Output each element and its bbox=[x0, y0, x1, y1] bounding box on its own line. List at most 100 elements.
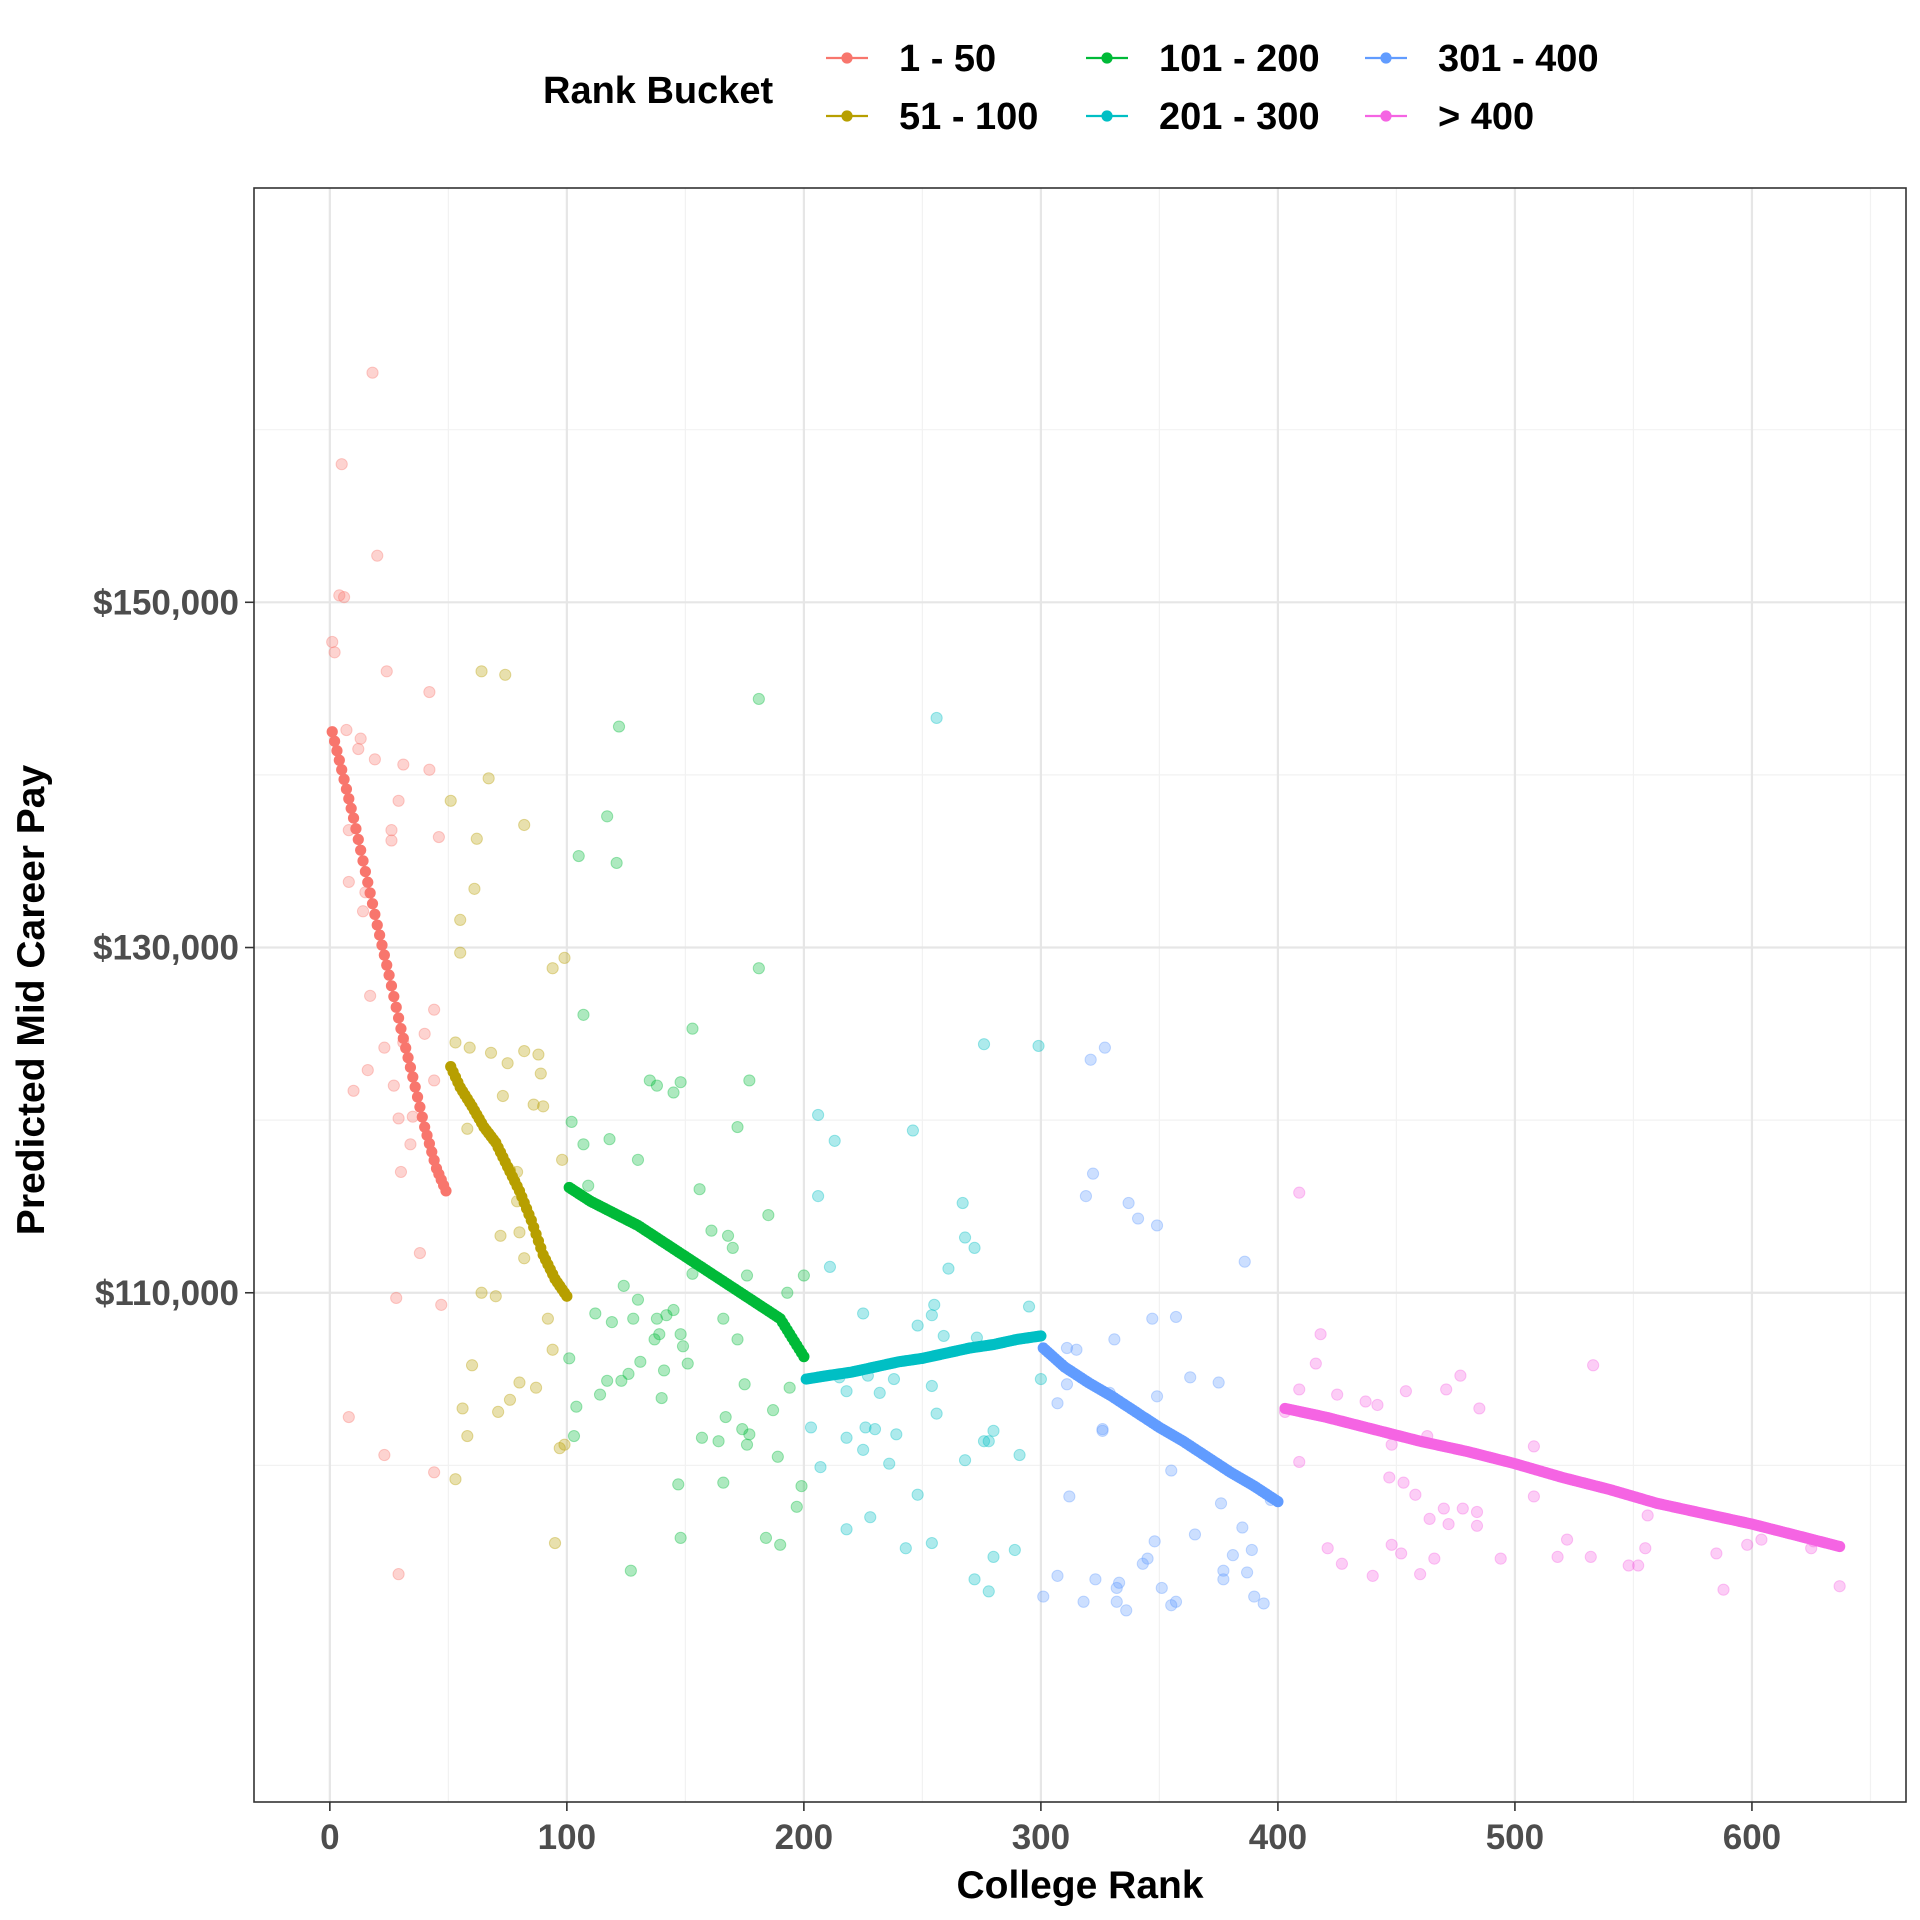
scatter-point bbox=[1717, 1583, 1730, 1596]
scatter-point bbox=[589, 1307, 602, 1320]
scatter-point bbox=[392, 1112, 405, 1125]
scatter-point bbox=[956, 1196, 969, 1210]
scatter-point bbox=[432, 830, 445, 844]
scatter-point bbox=[631, 1293, 645, 1306]
scatter-point bbox=[1086, 1167, 1100, 1180]
scatter-point bbox=[572, 849, 585, 863]
scatter-point bbox=[1414, 1568, 1427, 1581]
scatter-point bbox=[513, 1376, 526, 1389]
scatter-point bbox=[468, 882, 481, 895]
scatter-point bbox=[1165, 1464, 1178, 1477]
scatter-point bbox=[558, 951, 571, 964]
scatter-point bbox=[1331, 1388, 1344, 1401]
scatter-point bbox=[1217, 1564, 1230, 1577]
scatter-point bbox=[1641, 1509, 1654, 1522]
scatter-point bbox=[444, 794, 457, 807]
scatter-point bbox=[601, 1374, 614, 1387]
legend-label: 301 - 400 bbox=[1438, 38, 1599, 80]
scatter-point bbox=[942, 1262, 955, 1275]
scatter-point bbox=[762, 1208, 775, 1222]
scatter-point bbox=[740, 1438, 754, 1451]
scatter-point bbox=[385, 834, 398, 847]
trend-point bbox=[350, 823, 362, 835]
scatter-point bbox=[672, 1478, 685, 1491]
scatter-point bbox=[1037, 1590, 1050, 1603]
scatter-point bbox=[397, 758, 410, 771]
trend-point bbox=[326, 726, 338, 738]
trend-point bbox=[338, 773, 350, 785]
scatter-point bbox=[1560, 1533, 1574, 1546]
scatter-point bbox=[1639, 1542, 1652, 1555]
scatter-point bbox=[657, 1364, 671, 1377]
trend-point bbox=[392, 1012, 405, 1024]
scatter-point bbox=[371, 549, 384, 562]
scatter-point bbox=[1470, 1505, 1484, 1519]
scatter-point bbox=[503, 1393, 517, 1406]
scatter-point bbox=[428, 1466, 441, 1479]
scatter-point bbox=[380, 665, 393, 678]
x-tick-label: 200 bbox=[775, 1818, 833, 1857]
scatter-point bbox=[610, 856, 623, 870]
y-tick-label: $110,000 bbox=[95, 1274, 239, 1313]
scatter-point bbox=[752, 962, 765, 975]
scatter-point bbox=[958, 1454, 972, 1467]
scatter-point bbox=[650, 1079, 664, 1092]
scatter-point bbox=[1385, 1538, 1398, 1551]
scatter-point bbox=[726, 1241, 739, 1254]
trend-point bbox=[333, 754, 345, 766]
scatter-point bbox=[1527, 1440, 1540, 1453]
scatter-point bbox=[650, 1312, 664, 1325]
trend-point bbox=[336, 764, 348, 776]
scatter-point bbox=[977, 1435, 991, 1448]
scatter-point bbox=[721, 1229, 735, 1242]
scatter-point bbox=[1113, 1576, 1126, 1589]
scatter-point bbox=[337, 591, 351, 604]
scatter-point bbox=[928, 1298, 941, 1311]
trend-point bbox=[411, 1091, 424, 1103]
scatter-point bbox=[328, 646, 341, 659]
scatter-point bbox=[534, 1067, 547, 1080]
x-tick-label: 500 bbox=[1486, 1818, 1544, 1857]
x-tick-label: 100 bbox=[538, 1818, 596, 1857]
scatter-point bbox=[1293, 1383, 1306, 1396]
scatter-point bbox=[795, 1480, 808, 1493]
scatter-point bbox=[712, 1435, 725, 1448]
scatter-point bbox=[1070, 1343, 1083, 1356]
scatter-point bbox=[1587, 1359, 1600, 1372]
scatter-point bbox=[423, 685, 436, 699]
scatter-point bbox=[814, 1461, 827, 1474]
scatter-point bbox=[1236, 1521, 1249, 1534]
scatter-point bbox=[622, 1367, 635, 1381]
scatter-point bbox=[667, 1086, 680, 1099]
x-axis-title: College Rank bbox=[956, 1864, 1203, 1907]
scatter-point bbox=[1136, 1557, 1149, 1570]
legend-label: 1 - 50 bbox=[899, 38, 996, 80]
scatter-point bbox=[674, 1328, 687, 1341]
scatter-point bbox=[418, 1027, 431, 1040]
scatter-point bbox=[1440, 1383, 1453, 1396]
trend-point bbox=[397, 1032, 409, 1044]
scatter-point bbox=[987, 1424, 1000, 1437]
scatter-point bbox=[681, 1357, 694, 1370]
trend-point bbox=[409, 1081, 421, 1093]
scatter-point bbox=[1409, 1488, 1422, 1501]
scatter-point bbox=[428, 1074, 441, 1087]
scatter-point bbox=[857, 1443, 870, 1456]
major-gridlines bbox=[254, 188, 1906, 1802]
scatter-point bbox=[1079, 1190, 1093, 1203]
scatter-point bbox=[968, 1573, 981, 1586]
scatter-point bbox=[752, 692, 765, 706]
scatter-point bbox=[930, 711, 943, 725]
trend-point bbox=[390, 1001, 402, 1013]
scatter-point bbox=[743, 1428, 756, 1441]
trend-point bbox=[1035, 1330, 1047, 1342]
legend-key-point bbox=[841, 110, 853, 122]
scatter-point bbox=[1096, 1424, 1109, 1437]
x-tick-label: 300 bbox=[1012, 1818, 1070, 1857]
trend-point bbox=[381, 959, 393, 971]
scatter-point bbox=[501, 1057, 514, 1070]
scatter-point bbox=[593, 1388, 607, 1401]
trend-point bbox=[407, 1071, 419, 1083]
trend-point bbox=[1272, 1496, 1284, 1508]
scatter-point bbox=[378, 1448, 391, 1462]
